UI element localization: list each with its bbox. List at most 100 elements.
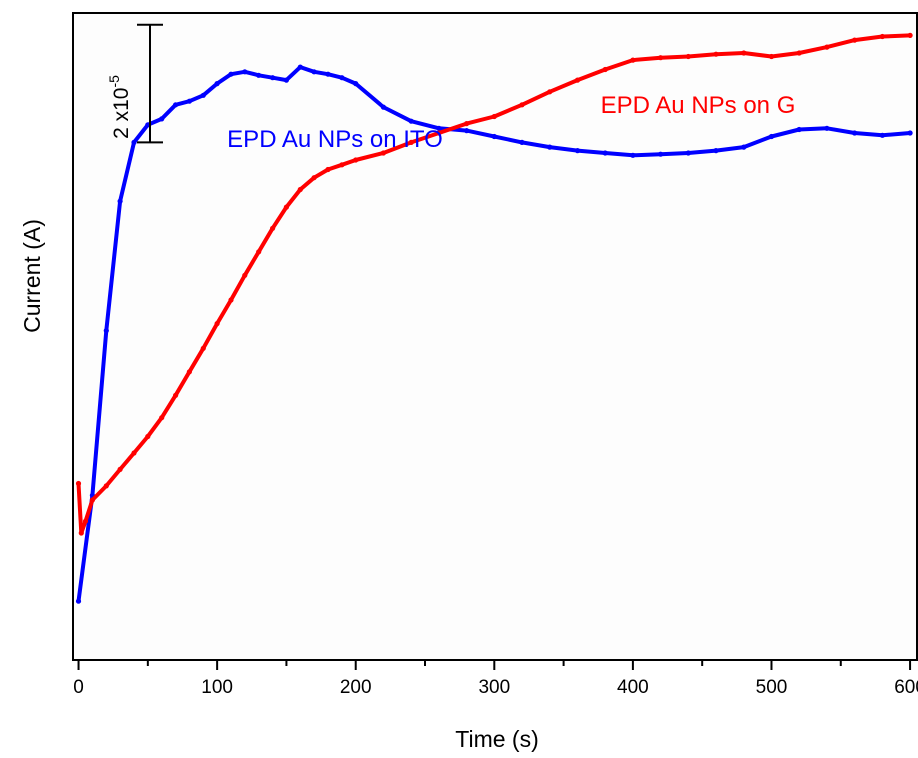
data-point — [436, 125, 442, 131]
data-point — [658, 151, 664, 157]
data-point — [270, 75, 276, 81]
plot-frame — [72, 12, 918, 661]
x-tick-label-500: 500 — [756, 677, 788, 698]
data-point — [879, 33, 886, 40]
data-point — [214, 321, 220, 327]
data-point — [630, 57, 636, 63]
data-point — [602, 66, 608, 73]
data-point — [311, 175, 317, 181]
data-point — [173, 102, 179, 108]
data-point — [325, 71, 331, 77]
data-point — [713, 51, 719, 57]
data-point — [741, 50, 747, 56]
data-point — [824, 125, 830, 131]
data-point — [228, 297, 234, 303]
scale-bar-label: 2 x10-5 — [106, 75, 133, 139]
series-layer — [75, 32, 913, 604]
data-point — [297, 186, 303, 193]
data-point — [325, 166, 331, 173]
data-point — [464, 121, 470, 127]
data-point — [339, 162, 345, 168]
data-point — [408, 139, 414, 145]
data-point — [159, 415, 165, 421]
data-point — [256, 72, 262, 78]
data-point — [159, 116, 165, 122]
data-point — [214, 81, 220, 87]
data-point — [103, 483, 109, 489]
x-tick-label-400: 400 — [617, 677, 649, 698]
data-point — [117, 198, 123, 204]
data-point — [339, 75, 345, 81]
data-point — [242, 272, 248, 278]
data-point — [200, 345, 206, 351]
data-point — [186, 98, 192, 104]
data-point — [907, 130, 913, 136]
data-point — [283, 204, 289, 210]
series-label-g: EPD Au NPs on G — [601, 92, 796, 119]
data-point — [353, 157, 359, 163]
x-tick-label-300: 300 — [478, 677, 510, 698]
data-point — [824, 44, 830, 50]
data-point — [82, 518, 89, 524]
data-point — [630, 152, 636, 158]
data-point — [768, 133, 775, 140]
data-point — [685, 53, 691, 60]
data-point — [186, 369, 192, 375]
x-tick-label-200: 200 — [340, 677, 372, 698]
data-point — [131, 139, 137, 145]
data-point — [547, 144, 553, 150]
data-point — [796, 126, 802, 133]
data-point — [519, 139, 525, 145]
data-point — [145, 433, 151, 440]
x-tick-label-100: 100 — [201, 677, 233, 698]
data-point — [464, 128, 470, 134]
data-point — [852, 37, 858, 43]
scale-bar-label-exponent: -5 — [106, 75, 122, 88]
data-point — [602, 150, 608, 156]
data-point — [297, 64, 303, 70]
data-point — [380, 104, 386, 110]
data-point — [547, 89, 553, 95]
series-label-ito: EPD Au NPs on ITO — [227, 126, 443, 153]
data-point — [436, 130, 442, 136]
data-point — [75, 598, 82, 604]
x-tick-label-0: 0 — [73, 677, 84, 698]
data-point — [491, 133, 497, 140]
data-point — [574, 77, 581, 83]
data-point — [491, 113, 497, 120]
series-1 — [75, 32, 913, 536]
data-point — [768, 53, 775, 60]
data-point — [879, 132, 886, 138]
data-point — [574, 148, 581, 154]
data-point — [75, 480, 82, 487]
data-point — [228, 71, 234, 77]
data-point — [270, 225, 276, 231]
x-tick-label-600: 600 — [894, 677, 918, 698]
scale-bar: 2 x10-5 — [106, 23, 163, 144]
data-point — [907, 32, 913, 39]
x-axis-label: Time (s) — [455, 726, 538, 752]
data-point — [519, 102, 525, 108]
data-point — [408, 118, 414, 124]
data-point — [713, 148, 719, 154]
data-point — [685, 150, 691, 156]
data-point — [283, 77, 289, 83]
data-point — [353, 81, 359, 87]
data-point — [741, 144, 747, 150]
data-point — [311, 69, 317, 75]
series-0 — [75, 64, 913, 604]
data-point — [852, 130, 858, 136]
data-point — [242, 69, 248, 75]
data-point — [89, 497, 95, 503]
data-point — [173, 392, 179, 398]
data-point — [796, 50, 802, 56]
scale-bar-label-base: 2 x10 — [110, 88, 133, 139]
data-point — [380, 150, 386, 156]
data-point — [256, 249, 262, 255]
data-point — [200, 92, 206, 98]
data-point — [103, 328, 109, 334]
y-axis-label: Current (A) — [19, 219, 45, 333]
data-point — [78, 530, 84, 536]
data-point — [117, 466, 123, 472]
